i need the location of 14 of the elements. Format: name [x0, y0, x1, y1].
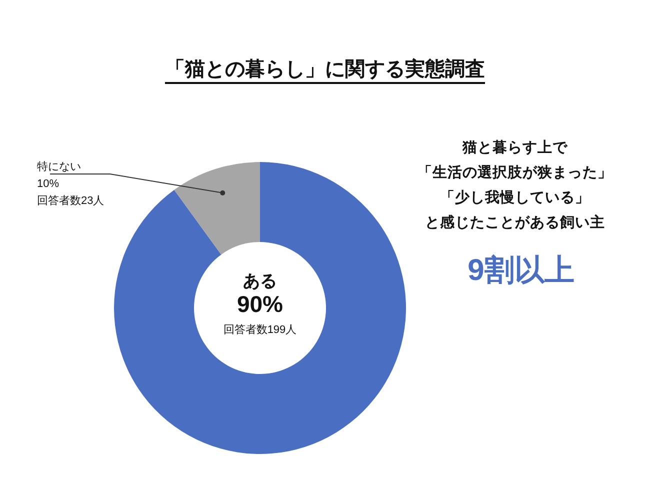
- data-label: 90%: [236, 291, 284, 318]
- text: 回答者数23人: [37, 194, 104, 207]
- text: 回答者数199人: [223, 322, 297, 336]
- slice-label: ある: [243, 271, 277, 290]
- text: 猫と暮らす上で: [462, 138, 568, 156]
- text: 「少し我慢している」: [440, 188, 590, 206]
- text: 「生活の選択肢が狭まった」: [418, 164, 612, 181]
- data-label: 10%: [37, 178, 60, 190]
- chart-title: 「猫との暮らし」に関する実態調査: [165, 57, 485, 80]
- donut-slice: [174, 162, 260, 255]
- text: と感じたことがある飼い主: [425, 212, 605, 231]
- slice-label: 特にない: [37, 160, 81, 173]
- donut-slice: [114, 162, 406, 454]
- text: 9割以上: [468, 254, 574, 287]
